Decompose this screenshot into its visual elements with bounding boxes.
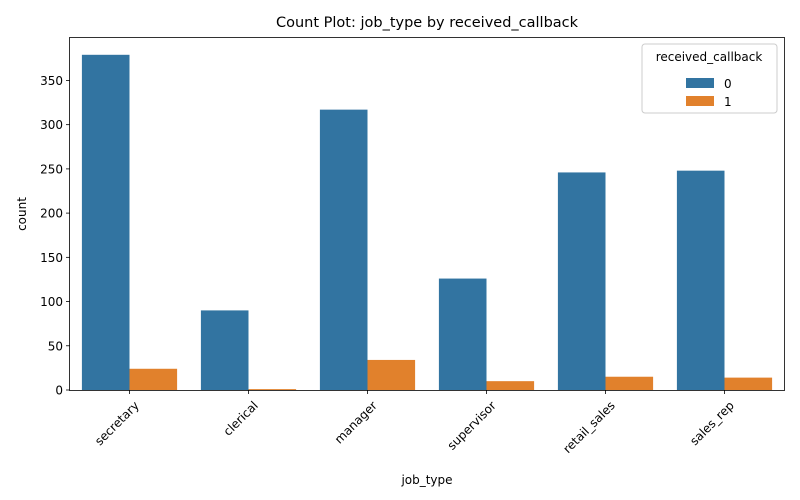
bar-secretary-series-0 bbox=[81, 54, 130, 391]
x-axis: secretary clerical manager supervisor retail… bbox=[92, 390, 737, 456]
y-axis-label: count bbox=[15, 197, 29, 231]
bar-sales_rep-series-1 bbox=[724, 377, 773, 390]
bar-clerical-series-1 bbox=[248, 389, 297, 390]
bars-group bbox=[81, 54, 773, 391]
legend-swatch-series-0 bbox=[686, 78, 714, 88]
x-tick-label-manager: manager bbox=[332, 398, 380, 446]
legend-label-series-0: 0 bbox=[724, 77, 732, 91]
bar-supervisor-series-0 bbox=[438, 278, 487, 390]
bar-supervisor-series-1 bbox=[486, 381, 535, 390]
bar-retail_sales-series-0 bbox=[557, 172, 606, 390]
bar-clerical-series-0 bbox=[200, 310, 249, 390]
x-tick-label-sales_rep: sales_rep bbox=[687, 398, 737, 448]
legend: received_callback 0 1 bbox=[641, 43, 778, 114]
x-tick-label-retail_sales: retail_sales bbox=[560, 398, 618, 456]
y-tick-label: 250 bbox=[40, 162, 63, 176]
legend-label-series-1: 1 bbox=[724, 95, 732, 109]
plot-frame bbox=[69, 37, 785, 391]
y-axis: 0 50 100 150 200 250 300 350 bbox=[40, 74, 70, 398]
y-tick-label: 100 bbox=[40, 295, 63, 309]
y-tick-label: 50 bbox=[48, 339, 63, 353]
y-tick-label: 350 bbox=[40, 74, 63, 88]
x-axis-label: job_type bbox=[400, 473, 452, 487]
bar-manager-series-1 bbox=[367, 359, 416, 390]
chart-title: Count Plot: job_type by received_callbac… bbox=[276, 15, 579, 31]
x-tick-label-supervisor: supervisor bbox=[445, 398, 499, 452]
bar-sales_rep-series-0 bbox=[676, 170, 725, 390]
y-tick-label: 200 bbox=[40, 207, 63, 221]
y-tick-label: 150 bbox=[40, 251, 63, 265]
bar-manager-series-0 bbox=[319, 109, 368, 390]
bar-retail_sales-series-1 bbox=[605, 376, 654, 390]
y-tick-label: 300 bbox=[40, 118, 63, 132]
legend-title: received_callback bbox=[656, 50, 763, 64]
bar-secretary-series-1 bbox=[129, 368, 178, 390]
x-tick-label-clerical: clerical bbox=[221, 398, 261, 438]
x-tick-label-secretary: secretary bbox=[92, 398, 142, 448]
legend-swatch-series-1 bbox=[686, 96, 714, 106]
y-tick-label: 0 bbox=[55, 384, 63, 398]
